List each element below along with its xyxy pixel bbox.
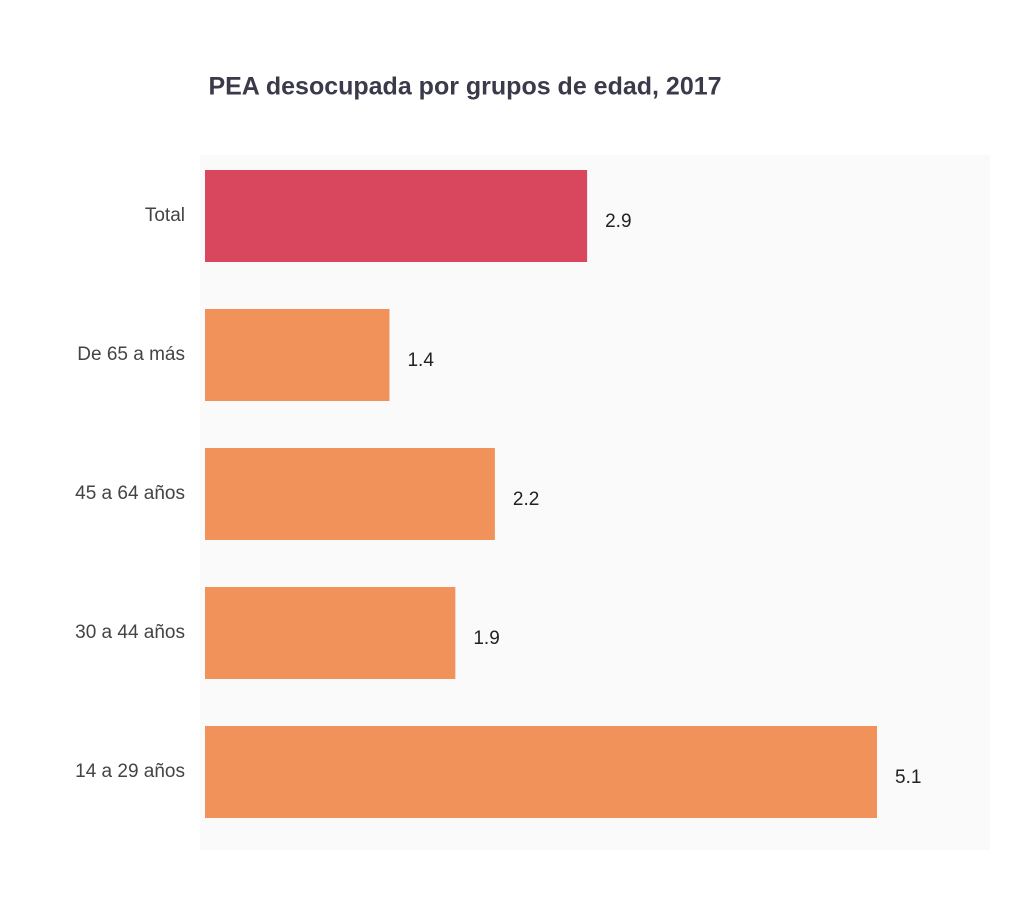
chart-title: PEA desocupada por grupos de edad, 2017 [208, 73, 721, 101]
category-label: De 65 a más [77, 344, 185, 365]
bar [205, 726, 877, 818]
value-label: 5.1 [895, 767, 921, 788]
category-label: 30 a 44 años [75, 622, 185, 643]
category-label: 14 a 29 años [75, 761, 185, 782]
bar [205, 448, 495, 540]
bar [205, 309, 390, 401]
category-label: 45 a 64 años [75, 483, 185, 504]
value-label: 1.4 [407, 350, 434, 371]
category-label: Total [145, 205, 185, 226]
bar [205, 170, 588, 262]
value-label: 2.9 [605, 211, 631, 232]
value-label: 2.2 [513, 489, 539, 510]
value-label: 1.9 [473, 628, 499, 649]
bar [205, 587, 456, 679]
